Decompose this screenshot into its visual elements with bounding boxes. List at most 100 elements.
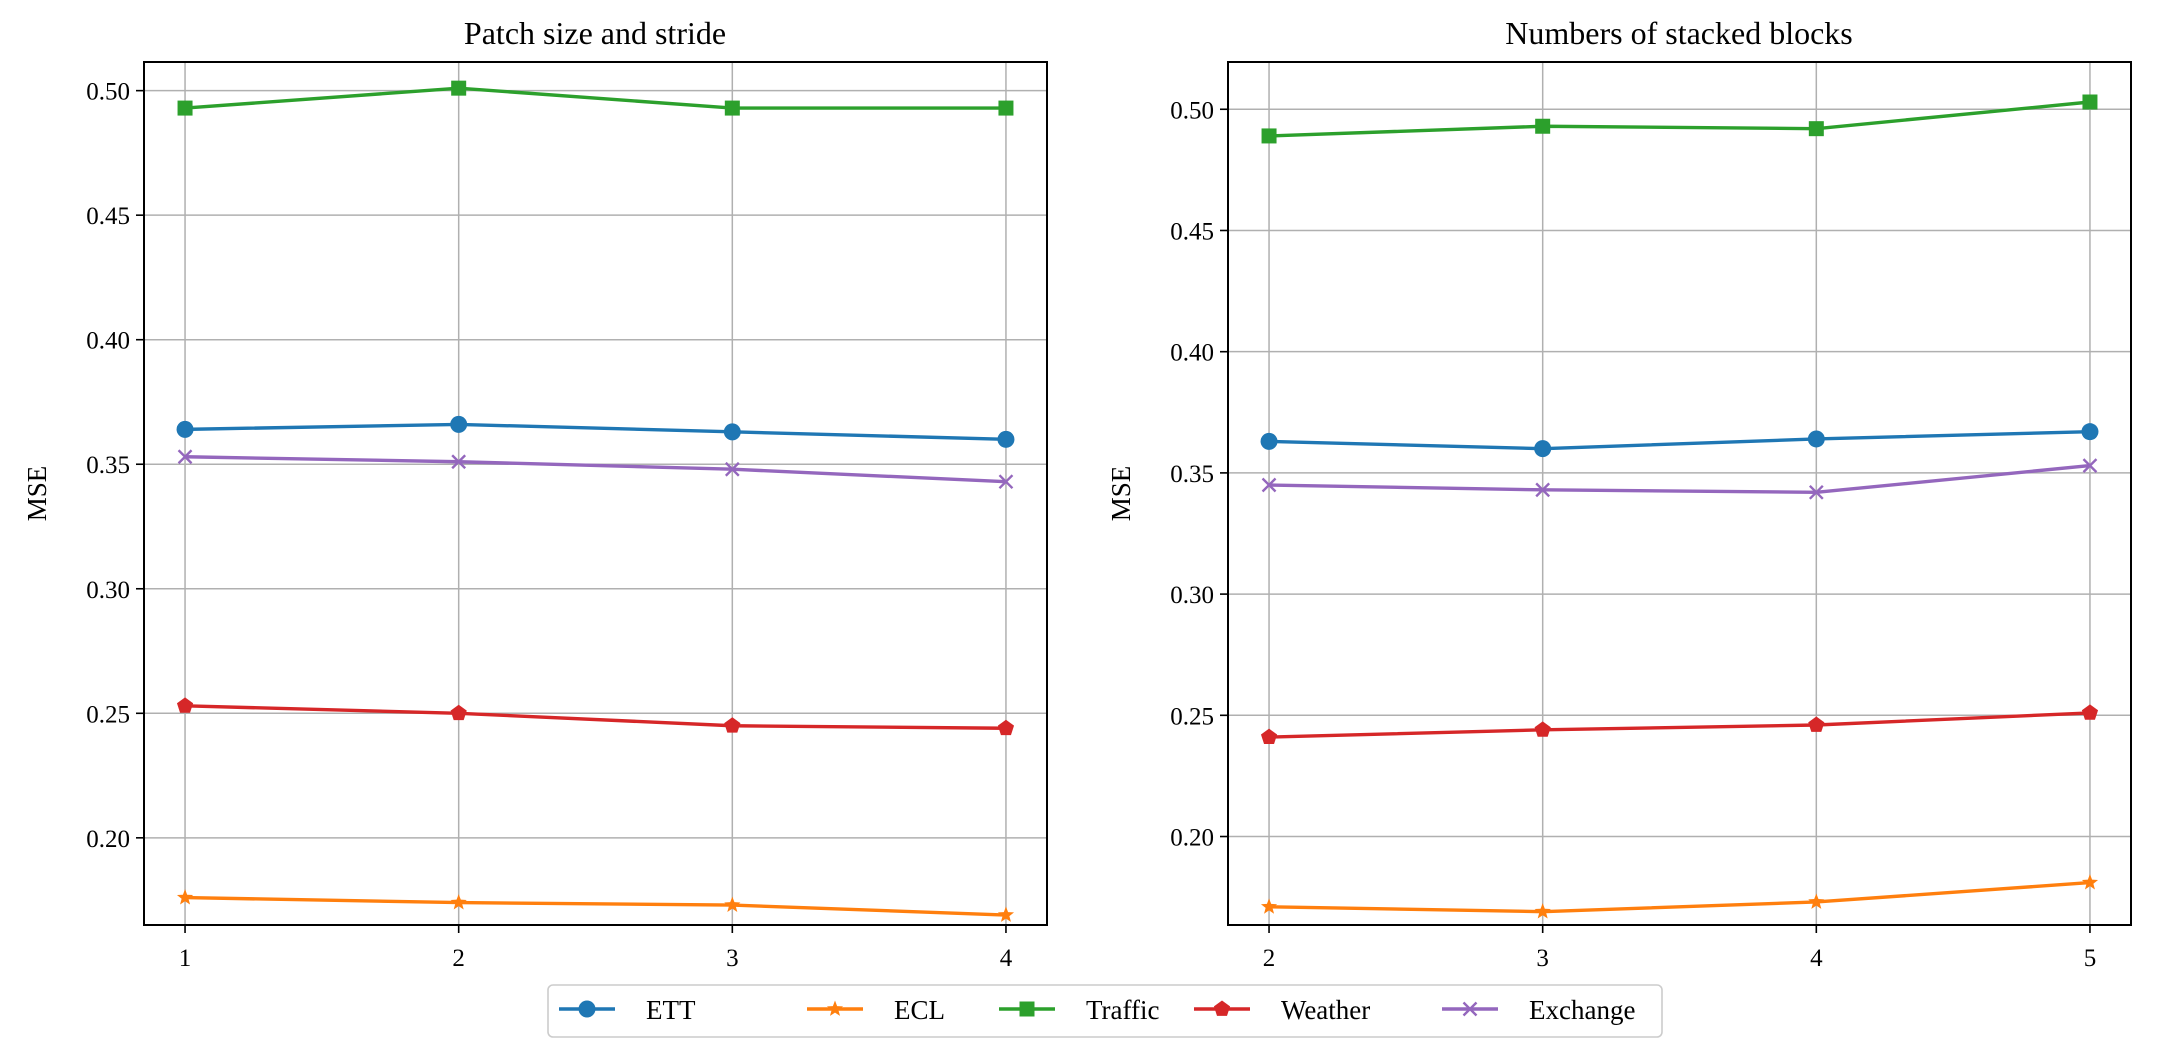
data-point-ett bbox=[176, 420, 194, 438]
legend-entry-weather: Weather bbox=[1194, 995, 1370, 1025]
x-tick-label: 2 bbox=[1263, 945, 1276, 972]
series-weather bbox=[176, 697, 1015, 736]
y-tick-label: 0.30 bbox=[1170, 582, 1214, 609]
legend-entry-traffic: Traffic bbox=[999, 995, 1160, 1025]
y-tick-label: 0.50 bbox=[86, 79, 130, 106]
grid bbox=[1228, 62, 2131, 925]
series-line-ecl bbox=[185, 895, 1007, 917]
data-point-traffic bbox=[2082, 94, 2098, 110]
legend-entry-exchange: Exchange bbox=[1442, 995, 1635, 1025]
data-point-weather bbox=[2081, 704, 2099, 720]
legend-box bbox=[547, 984, 1663, 1038]
data-point-traffic bbox=[1535, 118, 1551, 134]
series-line-ecl bbox=[1269, 880, 2091, 914]
series-exchange bbox=[1261, 458, 2098, 500]
legend-label: ECL bbox=[894, 995, 945, 1025]
x-tick-label: 3 bbox=[726, 945, 739, 972]
series-ecl bbox=[1260, 874, 2099, 919]
legend-marker bbox=[578, 1000, 596, 1018]
legend-entry-ett: ETT bbox=[559, 995, 696, 1025]
data-point-exchange bbox=[724, 461, 740, 477]
data-point-ecl bbox=[176, 889, 194, 905]
x-tick-label: 4 bbox=[1810, 945, 1823, 972]
y-tick-label: 0.35 bbox=[86, 452, 130, 479]
chart-title: Numbers of stacked blocks bbox=[1505, 15, 1852, 51]
data-point-weather bbox=[997, 719, 1015, 736]
data-point-ett bbox=[723, 423, 741, 441]
x-tick-label: 3 bbox=[1536, 945, 1549, 972]
legend-label: Weather bbox=[1281, 995, 1370, 1025]
y-tick-label: 0.20 bbox=[1170, 825, 1214, 852]
data-point-exchange bbox=[1261, 477, 1277, 493]
data-point-exchange bbox=[451, 454, 467, 470]
series-line-traffic bbox=[1268, 100, 2091, 138]
data-point-ecl bbox=[1260, 898, 1278, 914]
data-point-traffic bbox=[724, 100, 740, 116]
legend-marker bbox=[826, 1000, 844, 1016]
legend-label: Traffic bbox=[1086, 995, 1160, 1025]
data-point-ett bbox=[2081, 423, 2099, 441]
series-ett bbox=[176, 415, 1015, 448]
data-point-traffic bbox=[177, 100, 193, 116]
data-point-weather bbox=[450, 704, 467, 721]
data-point-exchange bbox=[177, 449, 193, 465]
series-traffic bbox=[177, 80, 1014, 116]
data-point-ett bbox=[450, 415, 468, 433]
series-line-weather bbox=[185, 704, 1006, 730]
legend-marker bbox=[1213, 1000, 1231, 1016]
data-point-ett bbox=[1534, 440, 1552, 458]
plot-frame bbox=[143, 61, 1048, 926]
series-line-exchange bbox=[1269, 463, 2091, 494]
x-tick-label: 1 bbox=[179, 945, 192, 972]
y-tick-label: 0.40 bbox=[86, 328, 130, 355]
series-line-weather bbox=[1269, 711, 2091, 739]
data-point-ecl bbox=[1808, 893, 1825, 909]
data-point-ett bbox=[1807, 430, 1825, 448]
series-ett bbox=[1260, 423, 2099, 458]
series-line-ett bbox=[1269, 429, 2090, 451]
legend-label: ETT bbox=[646, 995, 696, 1025]
series-line-exchange bbox=[185, 455, 1007, 484]
data-point-ecl bbox=[997, 906, 1015, 922]
y-axis-label: MSE bbox=[1106, 466, 1136, 522]
data-point-exchange bbox=[1808, 484, 1824, 500]
y-tick-label: 0.25 bbox=[86, 701, 130, 728]
data-point-weather bbox=[176, 697, 194, 713]
y-tick-label: 0.30 bbox=[86, 577, 130, 604]
chart-title: Patch size and stride bbox=[464, 15, 726, 51]
x-tick-label: 2 bbox=[452, 945, 465, 972]
series-exchange bbox=[177, 449, 1014, 490]
y-tick-label: 0.40 bbox=[1170, 340, 1214, 367]
series-traffic bbox=[1261, 94, 2098, 144]
data-point-ett bbox=[997, 430, 1015, 448]
y-tick-label: 0.20 bbox=[86, 826, 130, 853]
y-tick-label: 0.45 bbox=[1170, 218, 1214, 245]
y-tick-label: 0.45 bbox=[86, 203, 130, 230]
data-point-traffic bbox=[1261, 128, 1277, 144]
data-point-weather bbox=[724, 717, 741, 733]
plot-frame bbox=[1227, 61, 2132, 926]
series-weather bbox=[1260, 704, 2099, 744]
y-axis-label: MSE bbox=[22, 466, 52, 522]
x-tick-label: 4 bbox=[1000, 945, 1013, 972]
legend-marker bbox=[1462, 1001, 1478, 1017]
legend-marker bbox=[1019, 1001, 1035, 1017]
y-tick-label: 0.50 bbox=[1170, 97, 1214, 124]
data-point-ecl bbox=[1534, 903, 1551, 919]
series-line-traffic bbox=[184, 86, 1006, 110]
data-point-exchange bbox=[1535, 482, 1551, 498]
legend: ETT ECL Traffic Weather Exchange bbox=[547, 984, 1663, 1038]
data-point-ett bbox=[1260, 432, 1278, 450]
series-ecl bbox=[176, 889, 1015, 922]
data-point-ecl bbox=[2081, 874, 2099, 890]
subplot-patch-size: 0.20 0.25 0.30 0.35 0.40 0.45 0.50 1 2 3 4 Patch si… bbox=[22, 15, 1048, 972]
y-tick-label: 0.35 bbox=[1170, 461, 1214, 488]
data-point-traffic bbox=[1808, 121, 1824, 137]
data-point-weather bbox=[1534, 721, 1551, 737]
grid bbox=[144, 62, 1047, 925]
series-line-ett bbox=[185, 422, 1006, 442]
x-tick-label: 5 bbox=[2084, 945, 2097, 972]
data-point-exchange bbox=[2082, 458, 2098, 473]
data-point-exchange bbox=[998, 474, 1014, 490]
legend-entry-ecl: ECL bbox=[807, 995, 945, 1025]
